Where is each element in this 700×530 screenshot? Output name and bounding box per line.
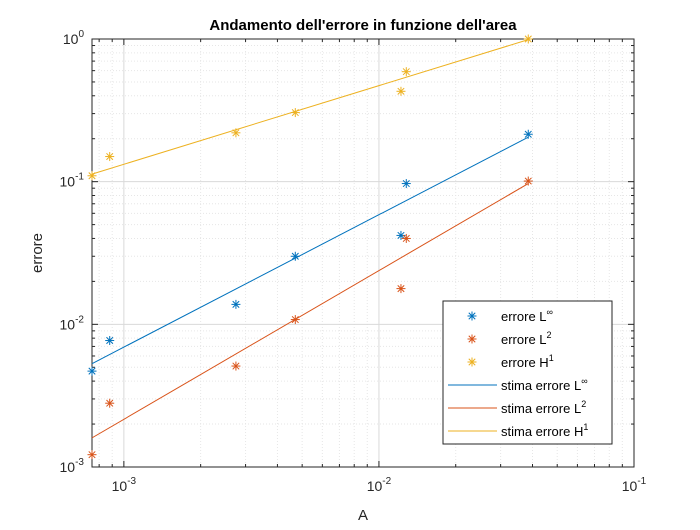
data-point: [396, 284, 406, 294]
asterisk-stroke: [232, 300, 240, 308]
y-axis-label: errore: [29, 233, 46, 273]
asterisk-stroke: [106, 336, 114, 345]
data-point: [87, 171, 97, 181]
y-tick-label: 10-1: [60, 172, 85, 190]
data-point: [523, 34, 533, 44]
data-point: [290, 108, 300, 118]
asterisk-stroke: [291, 252, 299, 260]
minor-grid: [92, 39, 634, 467]
series-3: [91, 136, 529, 365]
legend-entry: errore H1: [467, 353, 554, 370]
asterisk-stroke: [397, 285, 405, 293]
asterisk-stroke: [232, 129, 240, 137]
series-4: [91, 183, 529, 439]
x-tick-label: 10-1: [622, 476, 647, 494]
asterisk-stroke: [468, 335, 476, 343]
data-point: [87, 450, 97, 460]
asterisk-stroke: [291, 108, 299, 117]
asterisk-stroke: [397, 87, 405, 95]
data-point: [231, 361, 241, 371]
fit-line: [91, 183, 529, 439]
series-markers-2: [87, 34, 533, 181]
axes-box: [91, 38, 635, 468]
x-tick-labels: 10-3 10-2 10-1: [112, 476, 647, 494]
asterisk-stroke: [524, 130, 532, 138]
legend-entry: stima errore L∞: [448, 376, 588, 393]
x-axis-label: A: [358, 507, 368, 524]
data-point: [105, 398, 115, 408]
legend-marker: [467, 357, 477, 367]
asterisk-stroke: [402, 234, 410, 243]
asterisk-stroke: [232, 362, 240, 370]
asterisk-stroke: [88, 172, 96, 180]
series-5: [91, 39, 529, 175]
x-tick-label: 10-3: [112, 476, 137, 494]
asterisk-stroke: [88, 451, 96, 459]
data-point: [401, 67, 411, 77]
asterisk-stroke: [524, 35, 532, 43]
asterisk-stroke: [468, 358, 476, 366]
legend-label: stima errore L2: [501, 399, 586, 416]
legend-marker: [467, 334, 477, 344]
data-point: [401, 233, 411, 243]
legend-marker: [467, 311, 477, 321]
chart-title: Andamento dell'errore in funzione dell'a…: [209, 17, 517, 34]
y-tick-labels: 10-3 10-2 10-1 100: [60, 29, 85, 475]
series-markers-0: [87, 129, 533, 376]
legend-entry: stima errore H1: [448, 422, 588, 439]
legend-box: [442, 300, 613, 445]
asterisk-stroke: [402, 68, 410, 76]
fit-line: [91, 39, 529, 175]
data-point: [231, 128, 241, 138]
data-point: [401, 179, 411, 189]
asterisk-stroke: [106, 399, 114, 407]
asterisk-stroke: [397, 231, 405, 240]
legend-label: stima errore L∞: [501, 376, 588, 393]
y-tick-label: 10-2: [60, 314, 85, 332]
data-point: [290, 251, 300, 261]
data-point: [105, 336, 115, 346]
x-tick-label: 10-2: [367, 476, 392, 494]
data-point: [231, 299, 241, 309]
asterisk-stroke: [468, 312, 476, 320]
asterisk-stroke: [524, 177, 532, 185]
legend-label: errore H1: [501, 353, 554, 370]
series-markers-1: [87, 176, 533, 460]
legend-label: errore L∞: [501, 307, 553, 324]
asterisk-stroke: [106, 152, 114, 161]
data-point: [523, 129, 533, 139]
data-point: [105, 152, 115, 162]
data-point: [396, 86, 406, 96]
y-tick-label: 10-3: [60, 457, 85, 475]
data-point: [523, 176, 533, 186]
axis-ticks: [92, 38, 635, 468]
legend-entry: stima errore L2: [448, 399, 586, 416]
y-tick-label: 100: [63, 29, 85, 47]
data-point: [290, 315, 300, 325]
series-layer: [87, 34, 533, 460]
legend-entry: errore L∞: [467, 307, 553, 324]
asterisk-stroke: [402, 179, 410, 188]
legend-entry: errore L2: [467, 330, 552, 347]
data-point: [87, 366, 97, 376]
asterisk-stroke: [291, 315, 299, 324]
legend-label: errore L2: [501, 330, 552, 347]
legend: errore L∞ errore L2 errore H1 stima errore …: [442, 300, 613, 445]
fit-line: [91, 136, 529, 365]
legend-label: stima errore H1: [501, 422, 588, 439]
asterisk-stroke: [88, 367, 96, 375]
